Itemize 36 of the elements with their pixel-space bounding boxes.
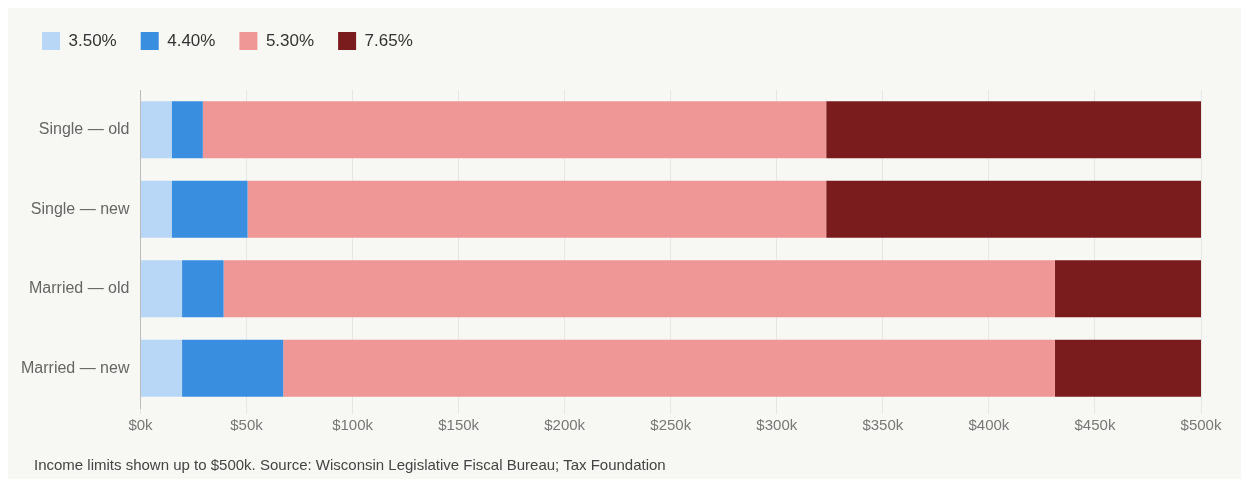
bar (202, 101, 827, 159)
legend-label: 3.50% (68, 30, 117, 50)
bar (223, 260, 1055, 318)
legend-label: 7.65% (364, 30, 413, 50)
x-tick-label: $350k (862, 416, 904, 434)
bar (140, 101, 172, 159)
bar (171, 101, 203, 159)
x-tick-label: $150k (438, 416, 480, 434)
bar (171, 180, 248, 238)
bar (826, 180, 1201, 238)
x-tick-label: $500k (1180, 416, 1222, 434)
y-tick-label: Single — old (38, 120, 130, 138)
bar (283, 339, 1055, 397)
x-tick-label: $450k (1074, 416, 1116, 434)
bar (182, 260, 224, 318)
bar (140, 180, 172, 238)
legend-label: 5.30% (265, 30, 315, 50)
x-tick-label: $250k (650, 416, 692, 434)
y-tick-label: Married — new (20, 358, 130, 376)
legend-label: 4.40% (167, 30, 216, 50)
x-tick-label: $100k (332, 416, 374, 434)
bar (182, 339, 284, 397)
bar (140, 339, 183, 397)
y-tick-label: Single — new (30, 199, 130, 217)
x-tick-label: $200k (544, 416, 586, 434)
y-tick-label: Married — old (28, 279, 130, 297)
bar (826, 101, 1201, 159)
x-tick-label: $0k (128, 416, 154, 434)
bar (247, 180, 827, 238)
bar (1054, 339, 1201, 397)
x-tick-label: $300k (756, 416, 798, 434)
x-tick-label: $50k (230, 416, 264, 434)
x-tick-label: $400k (968, 416, 1010, 434)
bar (1054, 260, 1201, 318)
bar (140, 260, 183, 318)
text: Income limits shown up to $500k. Source: Wisconsin Legislative Fiscal Bureau; Tax Foundation (34, 456, 666, 473)
